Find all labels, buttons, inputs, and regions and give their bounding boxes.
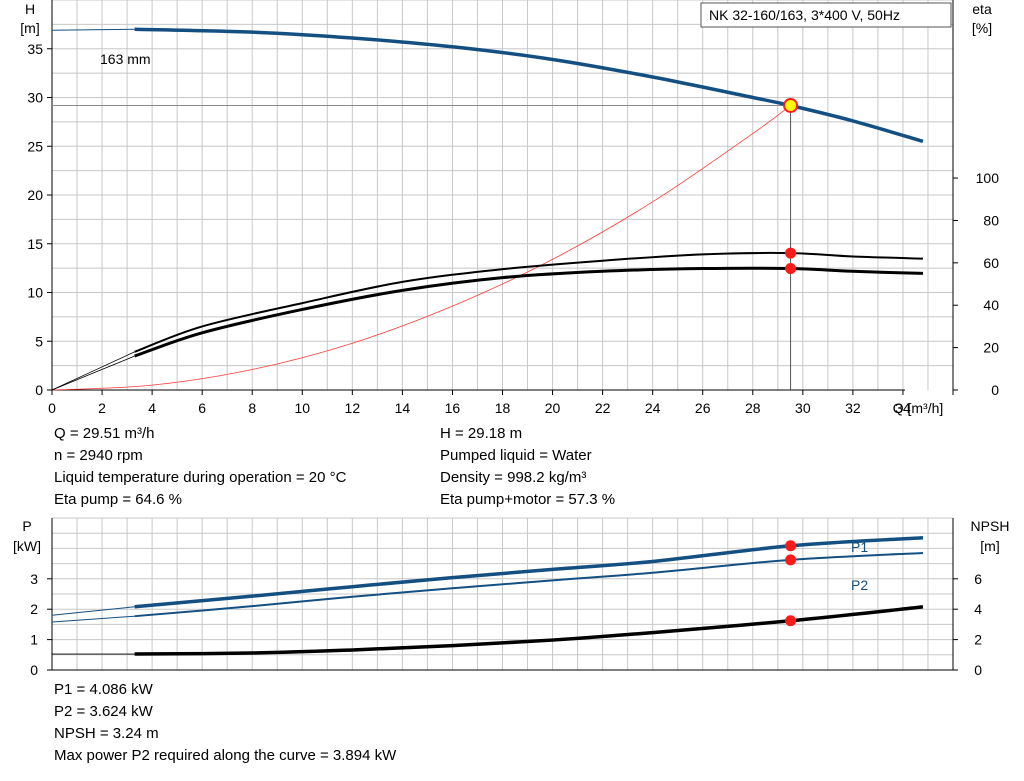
- p1-curve-extension: [51, 606, 135, 616]
- bottom-chart-axes: [47, 518, 958, 671]
- top-chart-grid: [52, 0, 954, 390]
- eta-tick-label: 60: [983, 255, 999, 271]
- duty-point-marker: [783, 97, 799, 113]
- eta-tick-label: 0: [991, 382, 999, 398]
- x-tick-label: 6: [198, 400, 206, 416]
- top-chart-axes: [47, 0, 958, 395]
- p2-curve-extension: [51, 615, 135, 623]
- bottom-chart-curves: [51, 536, 924, 656]
- head-tick-label: 35: [27, 41, 43, 57]
- power-axis-unit: [kW]: [13, 538, 41, 554]
- head-axis-label: H: [25, 1, 35, 17]
- liquid-temperature-readout: Liquid temperature during operation = 20…: [54, 469, 347, 486]
- bottom-chart-tick-labels: 0 1 2 3 0 2 4 6: [30, 571, 982, 678]
- eta-pump-curve-extension: [51, 351, 135, 391]
- p1-readout: P1 = 4.086 kW: [54, 681, 153, 698]
- x-tick-label: 24: [645, 400, 661, 416]
- p2-series-label: P2: [851, 577, 868, 593]
- x-tick-label: 16: [445, 400, 461, 416]
- power-tick-label: 2: [30, 601, 38, 617]
- model-title-box: [700, 2, 952, 28]
- flow-readout: Q = 29.51 m³/h: [54, 425, 155, 442]
- max-power-readout: Max power P2 required along the curve = …: [54, 747, 397, 764]
- density-readout: Density = 998.2 kg/m³: [440, 469, 587, 486]
- x-tick-label: 2: [98, 400, 106, 416]
- x-tick-label: 26: [695, 400, 711, 416]
- bottom-chart-grid: [52, 517, 954, 670]
- head-tick-label: 25: [27, 138, 43, 154]
- head-tick-label: 15: [27, 236, 43, 252]
- power-tick-label: 1: [30, 632, 38, 648]
- power-axis-label: P: [22, 518, 31, 534]
- top-chart-curves: [51, 27, 924, 391]
- model-title: NK 32-160/163, 3*400 V, 50Hz: [709, 7, 900, 23]
- p2-marker: [785, 554, 797, 566]
- head-axis-unit: [m]: [20, 20, 39, 36]
- p1-marker: [785, 540, 797, 552]
- x-tick-label: 30: [795, 400, 811, 416]
- x-tick-label: 18: [495, 400, 511, 416]
- x-tick-label: 20: [545, 400, 561, 416]
- x-tick-label: 0: [48, 400, 56, 416]
- eta-pump-motor-curve: [134, 266, 924, 358]
- x-tick-label: 12: [345, 400, 361, 416]
- npsh-tick-label: 6: [974, 571, 982, 587]
- p2-readout: P2 = 3.624 kW: [54, 703, 153, 720]
- x-tick-label: 4: [148, 400, 156, 416]
- p1-series-label: P1: [851, 539, 868, 555]
- head-tick-label: 5: [35, 333, 43, 349]
- npsh-axis-label: NPSH: [971, 518, 1010, 534]
- head-readout: H = 29.18 m: [440, 425, 523, 442]
- eta-tick-label: 100: [976, 170, 1000, 186]
- x-tick-label: 34: [895, 400, 911, 416]
- power-tick-label: 0: [30, 662, 38, 678]
- eta-pump-motor-readout: Eta pump+motor = 57.3 %: [440, 491, 616, 508]
- p2-curve: [134, 551, 924, 618]
- x-tick-label: 14: [395, 400, 411, 416]
- eta-axis-label: eta: [972, 1, 992, 17]
- flow-axis-label: Q [m³/h]: [893, 400, 944, 416]
- duty-info-left: Q = 29.51 m³/h n = 2940 rpm Liquid tempe…: [54, 423, 346, 511]
- head-tick-label: 20: [27, 187, 43, 203]
- head-tick-label: 10: [27, 285, 43, 301]
- eta-axis-unit: [%]: [972, 20, 992, 36]
- x-tick-label: 10: [294, 400, 310, 416]
- system-curve: [51, 105, 791, 391]
- x-tick-label: 8: [248, 400, 256, 416]
- head-tick-label: 0: [35, 382, 43, 398]
- head-curve: [134, 27, 924, 144]
- impeller-label: 163 mm: [100, 51, 151, 67]
- eta-pump-marker: [785, 247, 797, 259]
- head-tick-label: 30: [27, 90, 43, 106]
- npsh-curve: [134, 605, 924, 656]
- p1-curve: [134, 536, 924, 609]
- npsh-axis-unit: [m]: [980, 538, 999, 554]
- power-info: P1 = 4.086 kW P2 = 3.624 kW NPSH = 3.24 …: [54, 679, 396, 767]
- pumped-liquid-readout: Pumped liquid = Water: [440, 447, 592, 464]
- npsh-marker: [785, 615, 797, 627]
- eta-pump-curve: [134, 251, 924, 353]
- x-tick-label: 32: [845, 400, 861, 416]
- eta-pump-motor-marker: [785, 263, 797, 275]
- eta-tick-label: 40: [983, 297, 999, 313]
- eta-tick-label: 20: [983, 340, 999, 356]
- x-tick-label: 22: [595, 400, 611, 416]
- x-tick-label: 28: [745, 400, 761, 416]
- npsh-tick-label: 0: [974, 662, 982, 678]
- npsh-tick-label: 2: [974, 632, 982, 648]
- eta-tick-label: 80: [983, 212, 999, 228]
- speed-readout: n = 2940 rpm: [54, 447, 143, 464]
- power-tick-label: 3: [30, 571, 38, 587]
- top-chart-tick-labels: 0 2 4 6 8 10 12 14 16 18 20 22 24 26 28 30 32 34051015202…: [27, 41, 999, 416]
- eta-pump-motor-curve-extension: [51, 355, 135, 391]
- eta-pump-readout: Eta pump = 64.6 %: [54, 491, 182, 508]
- npsh-readout: NPSH = 3.24 m: [54, 725, 159, 742]
- npsh-tick-label: 4: [974, 601, 982, 617]
- head-curve-extension: [51, 28, 135, 31]
- duty-info-right: H = 29.18 m Pumped liquid = Water Densit…: [440, 423, 615, 511]
